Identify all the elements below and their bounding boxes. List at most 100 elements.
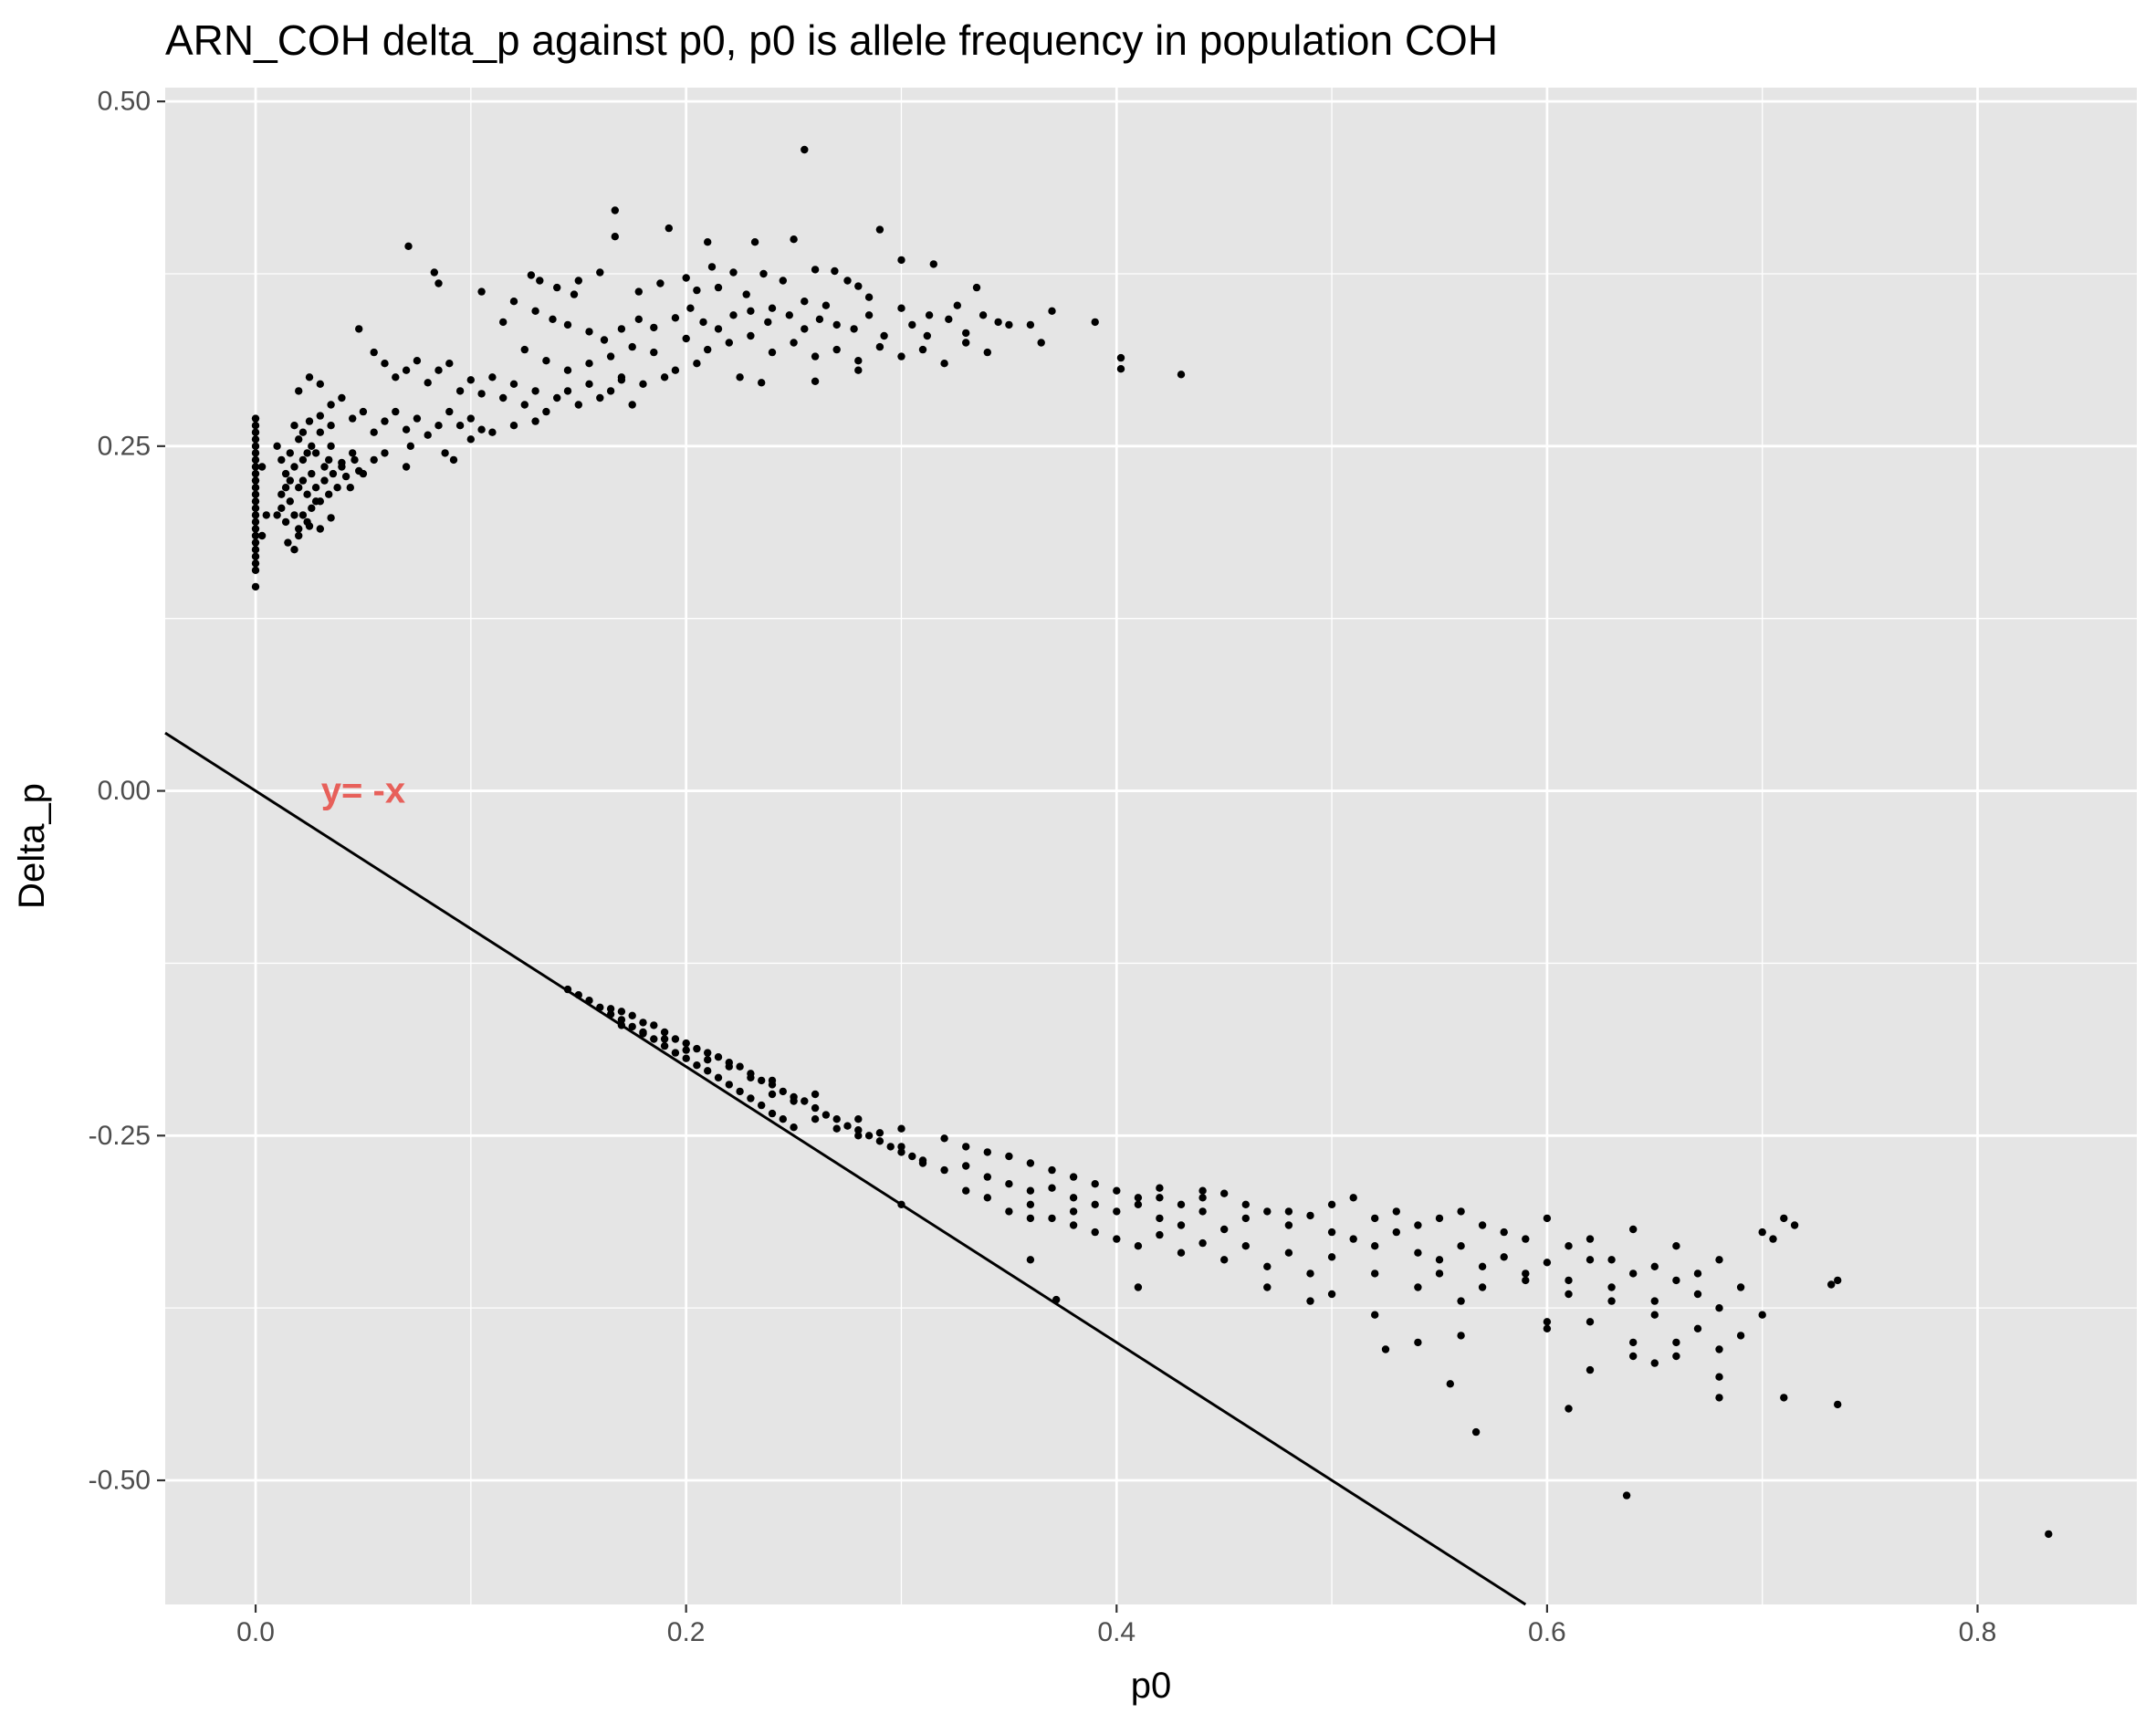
data-point: [1198, 1186, 1207, 1195]
data-point: [634, 315, 643, 323]
data-point: [650, 1021, 658, 1029]
data-point: [434, 366, 443, 374]
data-point: [953, 301, 962, 309]
data-point: [286, 497, 294, 506]
data-point: [585, 328, 593, 336]
data-point: [570, 290, 579, 298]
data-point: [251, 582, 260, 591]
data-point: [327, 442, 335, 450]
data-point: [665, 224, 673, 233]
data-point: [801, 145, 809, 154]
reference-line: [164, 731, 1527, 1606]
data-point: [1026, 1186, 1035, 1195]
data-point: [704, 345, 712, 354]
data-point: [1414, 1283, 1422, 1291]
data-point: [1327, 1200, 1336, 1209]
data-point: [628, 342, 636, 351]
data-point: [1629, 1338, 1638, 1347]
data-point: [370, 455, 378, 465]
data-point: [897, 352, 905, 360]
y-tick-label: 0.50: [98, 87, 151, 117]
plot-panel: [165, 88, 2137, 1604]
data-point: [1156, 1184, 1164, 1192]
data-point: [983, 348, 992, 357]
data-point: [704, 1056, 712, 1064]
data-point: [251, 435, 260, 444]
data-point: [1116, 353, 1125, 362]
data-point: [875, 342, 884, 351]
x-tick-label: 0.2: [667, 1617, 706, 1647]
x-tick-label: 0.0: [236, 1617, 275, 1647]
data-point: [880, 331, 888, 340]
data-point: [918, 345, 927, 354]
data-point: [1113, 1235, 1121, 1243]
data-point: [1392, 1228, 1401, 1237]
data-point: [251, 442, 260, 450]
data-point: [908, 320, 916, 329]
data-point: [1005, 1207, 1013, 1216]
data-point: [747, 1073, 755, 1082]
data-point: [499, 318, 508, 327]
data-point: [1715, 1345, 1723, 1353]
data-point: [257, 463, 267, 471]
data-point: [1500, 1253, 1508, 1261]
data-point: [585, 360, 593, 368]
data-point: [1715, 1256, 1723, 1264]
data-point: [305, 417, 314, 425]
data-point: [338, 393, 346, 402]
data-point: [277, 490, 286, 498]
data-point: [606, 387, 615, 395]
data-point: [251, 463, 260, 471]
data-point: [477, 390, 486, 398]
data-point: [790, 1097, 798, 1105]
x-axis: 0.0 0.2 0.4 0.6 0.8: [236, 1604, 1996, 1647]
data-point: [308, 442, 316, 450]
data-point: [316, 428, 324, 436]
data-point: [940, 1134, 948, 1143]
data-point: [875, 1129, 884, 1137]
data-point: [1263, 1283, 1272, 1291]
data-point: [725, 1062, 733, 1071]
data-point: [351, 455, 359, 465]
data-point: [251, 546, 260, 554]
data-point: [434, 422, 443, 430]
data-point: [325, 455, 333, 465]
data-point: [327, 401, 335, 409]
data-point: [251, 566, 260, 574]
data-point: [983, 1173, 992, 1181]
data-point: [747, 1094, 755, 1102]
data-point: [1134, 1242, 1143, 1250]
data-point: [736, 1062, 744, 1071]
data-point: [671, 1049, 680, 1057]
data-point: [1414, 1249, 1422, 1257]
data-point: [854, 1132, 863, 1140]
y-tick-label: 0.25: [98, 431, 151, 461]
data-point: [962, 1186, 970, 1195]
data-point: [1522, 1269, 1530, 1278]
data-point: [355, 325, 363, 333]
data-point: [553, 283, 561, 292]
data-point: [768, 1090, 777, 1099]
data-point: [864, 1132, 874, 1140]
data-point: [1306, 1211, 1314, 1220]
data-point: [1113, 1207, 1121, 1216]
data-point: [660, 373, 669, 381]
data-point: [1177, 1221, 1186, 1229]
data-point: [542, 407, 550, 416]
data-point: [617, 373, 626, 381]
data-point: [606, 1005, 615, 1013]
data-point: [295, 387, 303, 395]
data-point: [1435, 1256, 1444, 1264]
data-point: [305, 522, 314, 530]
data-point: [682, 274, 690, 282]
data-point: [251, 484, 260, 492]
data-point: [660, 1041, 669, 1050]
data-point: [639, 380, 647, 388]
data-point: [1371, 1269, 1379, 1278]
data-point: [1052, 1295, 1061, 1304]
data-point: [1672, 1242, 1680, 1250]
data-point: [251, 422, 260, 430]
data-point: [2045, 1530, 2053, 1539]
data-point: [854, 357, 863, 365]
data-point: [908, 1152, 916, 1161]
